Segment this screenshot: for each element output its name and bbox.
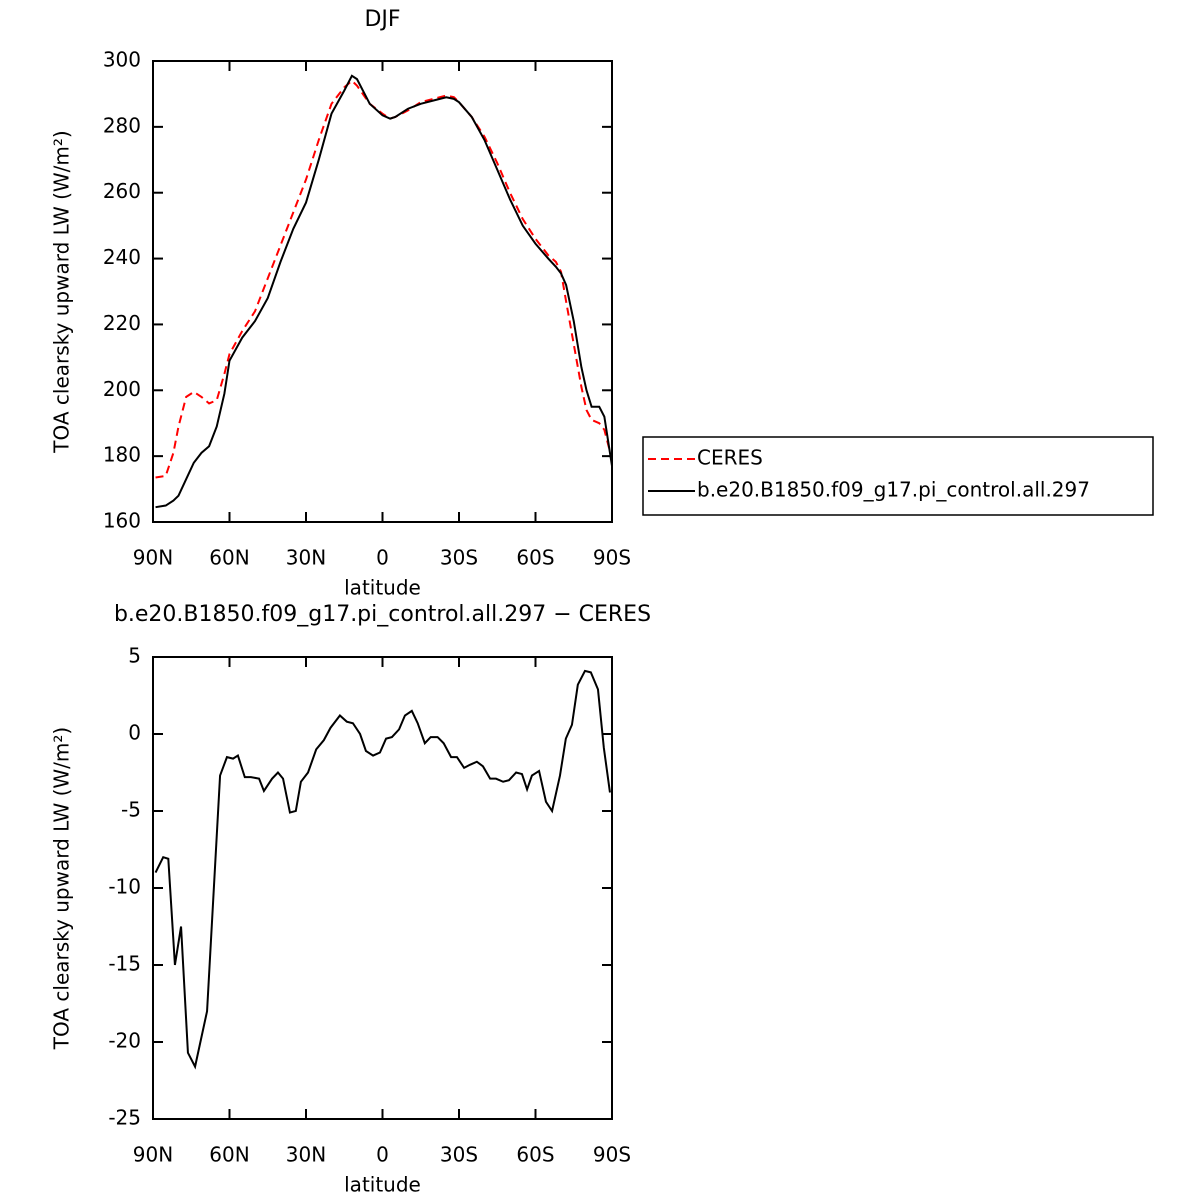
y-tick-label: -20 bbox=[108, 1029, 141, 1053]
y-tick-label: 160 bbox=[103, 509, 141, 533]
legend-box bbox=[642, 436, 1154, 516]
x-tick-label: 60N bbox=[209, 1143, 249, 1167]
legend-label: b.e20.B1850.f09_g17.pi_control.all.297 bbox=[697, 478, 1090, 502]
x-tick-label: 30N bbox=[286, 1143, 326, 1167]
x-tick-label: 30N bbox=[286, 546, 326, 570]
data-line bbox=[154, 669, 611, 1070]
y-tick-label: 300 bbox=[103, 48, 141, 72]
y-tick-label: 220 bbox=[103, 311, 141, 335]
x-tick-label: 30S bbox=[440, 1143, 478, 1167]
chart-title: DJF bbox=[364, 7, 400, 32]
y-tick-label: 280 bbox=[103, 113, 141, 137]
data-line bbox=[155, 74, 613, 509]
x-tick-label: 90N bbox=[133, 1143, 173, 1167]
y-tick-label: 0 bbox=[128, 721, 141, 745]
y-tick-label: 5 bbox=[128, 644, 141, 668]
x-tick-label: 90S bbox=[593, 1143, 631, 1167]
y-tick-label: 260 bbox=[103, 179, 141, 203]
plot-frame bbox=[152, 60, 613, 523]
y-axis-label: TOA clearsky upward LW (W/m²) bbox=[50, 130, 74, 453]
x-tick-label: 90N bbox=[133, 546, 173, 570]
x-tick-label: 0 bbox=[376, 1143, 389, 1167]
y-tick-label: 240 bbox=[103, 245, 141, 269]
x-tick-label: 60S bbox=[516, 546, 554, 570]
y-tick-label: -10 bbox=[108, 875, 141, 899]
x-tick-label: 90S bbox=[593, 546, 631, 570]
y-tick-label: -15 bbox=[108, 952, 141, 976]
y-axis-label: TOA clearsky upward LW (W/m²) bbox=[50, 727, 74, 1050]
x-tick-label: 30S bbox=[440, 546, 478, 570]
y-tick-label: -5 bbox=[121, 798, 141, 822]
x-axis-label: latitude bbox=[344, 576, 421, 600]
y-tick-label: 180 bbox=[103, 443, 141, 467]
x-axis-label: latitude bbox=[344, 1173, 421, 1197]
legend-label: CERES bbox=[697, 446, 763, 470]
y-tick-label: -25 bbox=[108, 1106, 141, 1130]
y-tick-label: 200 bbox=[103, 377, 141, 401]
x-tick-label: 60S bbox=[516, 1143, 554, 1167]
x-tick-label: 0 bbox=[376, 546, 389, 570]
data-line bbox=[155, 79, 613, 479]
plot-frame bbox=[152, 656, 613, 1120]
x-tick-label: 60N bbox=[209, 546, 249, 570]
chart-title: b.e20.B1850.f09_g17.pi_control.all.297 −… bbox=[114, 602, 651, 627]
